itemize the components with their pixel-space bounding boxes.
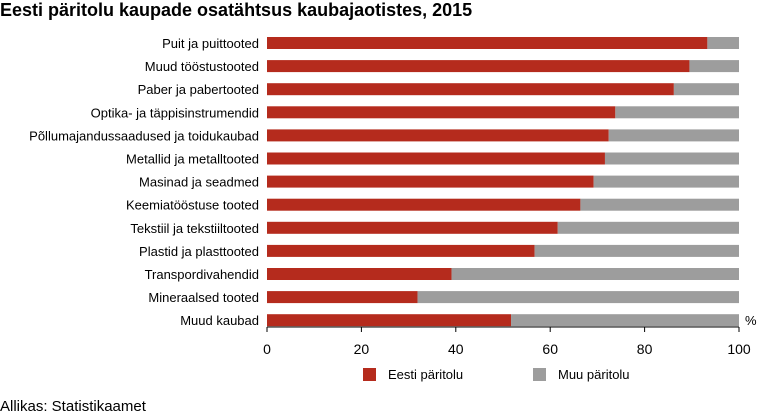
category-label: Paber ja pabertooted — [138, 82, 259, 97]
bar-eesti-paritolu — [267, 129, 609, 142]
bar-eesti-paritolu — [267, 221, 558, 234]
unit-label: % — [745, 313, 757, 328]
bar-muu-paritolu — [608, 129, 739, 142]
category-label: Muud kaubad — [180, 313, 259, 328]
category-label: Plastid ja plasttooted — [139, 244, 259, 259]
legend-label: Muu päritolu — [558, 367, 630, 382]
source-note: Allikas: Statistikaamet — [0, 398, 146, 415]
category-label: Keemiatööstuse tooted — [126, 198, 259, 213]
category-label: Transpordivahendid — [145, 267, 259, 282]
x-tick-label: 20 — [354, 341, 370, 357]
bar-muu-paritolu — [707, 37, 739, 49]
chart-title: Eesti päritolu kaupade osatähtsus kaubaj… — [0, 0, 473, 20]
legend-label: Eesti päritolu — [388, 367, 463, 382]
bar-eesti-paritolu — [267, 106, 616, 119]
bar-eesti-paritolu — [267, 83, 674, 96]
bar-muu-paritolu — [615, 106, 739, 119]
bar-muu-paritolu — [593, 175, 739, 188]
category-label: Tekstiil ja tekstiiltooted — [130, 221, 259, 236]
bar-eesti-paritolu — [267, 244, 535, 257]
x-tick-label: 100 — [727, 341, 751, 357]
category-label: Põllumajandussaadused ja toidukaubad — [29, 128, 259, 143]
category-label: Puit ja puittooted — [162, 36, 259, 51]
bar-muu-paritolu — [417, 291, 739, 304]
bar-muu-paritolu — [534, 244, 739, 257]
stacked-bar-chart: Puit ja puittooted Muud tööstustooted Pabe… — [29, 36, 757, 382]
bar-muu-paritolu — [580, 198, 739, 211]
bar-muu-paritolu — [451, 268, 739, 280]
bar-eesti-paritolu — [267, 175, 594, 188]
bar-eesti-paritolu — [267, 37, 708, 49]
legend-swatch-muu-paritolu — [533, 368, 546, 381]
x-tick-label: 60 — [542, 341, 558, 357]
legend-swatch-eesti-paritolu — [363, 368, 376, 381]
x-tick-label: 0 — [263, 341, 271, 357]
bar-muu-paritolu — [557, 221, 739, 234]
x-tick-label: 80 — [637, 341, 653, 357]
bar-eesti-paritolu — [267, 152, 605, 165]
bar-eesti-paritolu — [267, 268, 452, 280]
bar-muu-paritolu — [689, 60, 739, 73]
bar-eesti-paritolu — [267, 198, 581, 211]
bar-eesti-paritolu — [267, 60, 690, 73]
bar-eesti-paritolu — [267, 291, 418, 304]
category-label: Mineraalsed tooted — [148, 290, 259, 305]
bar-muu-paritolu — [511, 314, 739, 327]
x-tick-label: 40 — [448, 341, 464, 357]
category-label: Optika- ja täppisinstrumendid — [91, 105, 259, 120]
bar-muu-paritolu — [604, 152, 739, 165]
category-label: Muud tööstustooted — [145, 59, 259, 74]
bar-eesti-paritolu — [267, 314, 512, 327]
bar-muu-paritolu — [673, 83, 739, 96]
category-label: Metallid ja metalltooted — [126, 152, 259, 167]
category-label: Masinad ja seadmed — [139, 175, 259, 190]
